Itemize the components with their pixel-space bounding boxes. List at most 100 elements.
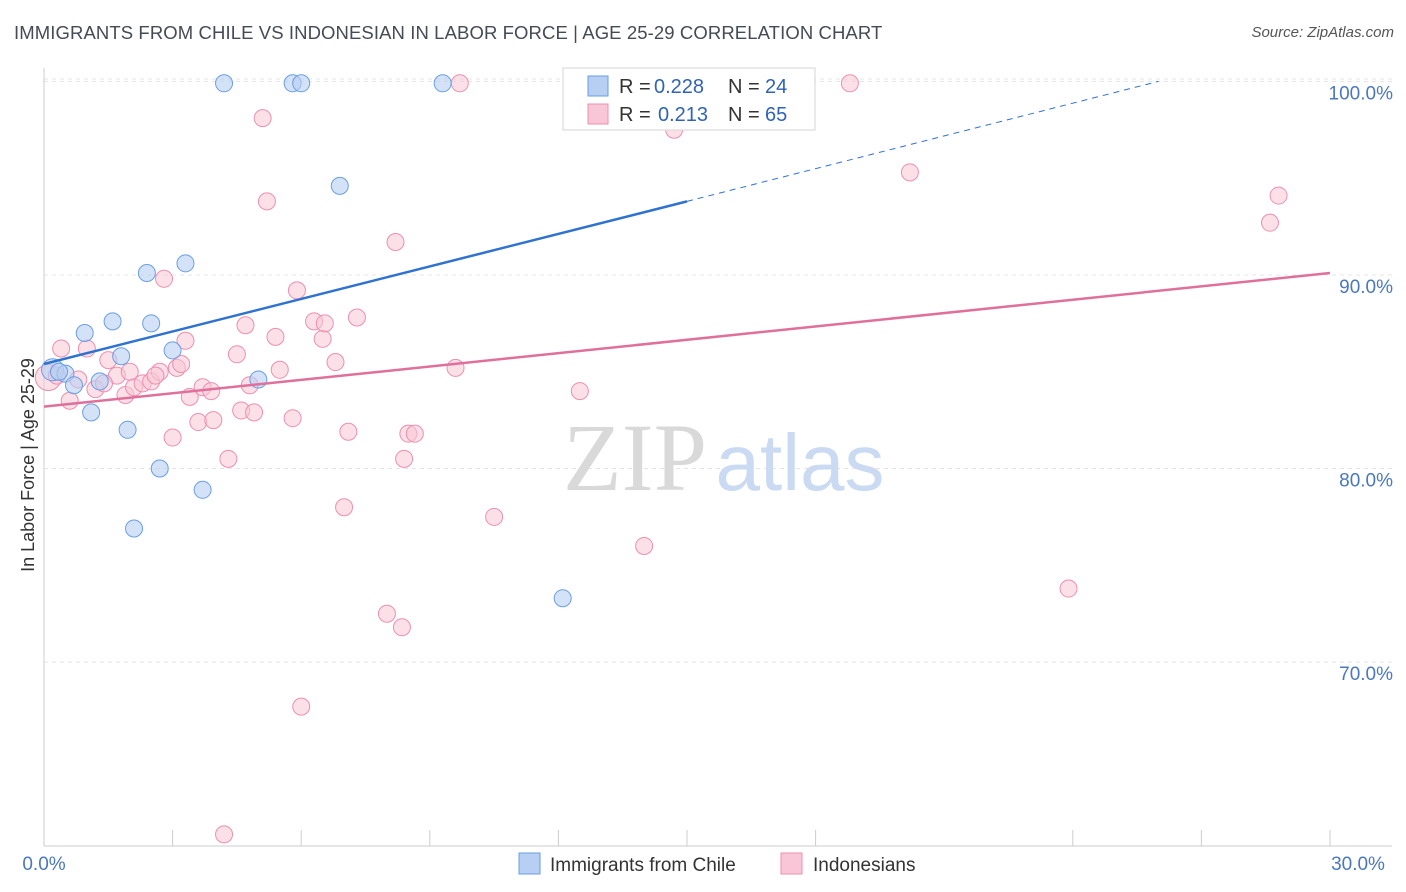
- indonesians-point: [189, 413, 208, 432]
- legend-indo-swatch: [587, 103, 609, 125]
- legend-chile-n-value: 24: [765, 76, 787, 98]
- legend-chile-r-label: R =: [619, 76, 651, 98]
- chile-point: [215, 74, 234, 93]
- bottom-legend-chile-swatch: [518, 852, 541, 875]
- watermark-atlas: atlas: [716, 418, 885, 507]
- indonesians-point: [1059, 579, 1078, 598]
- x-tick-label-0: 0.0%: [22, 854, 65, 875]
- chile-point: [176, 254, 195, 273]
- indonesians-point: [52, 339, 71, 358]
- indonesians-point: [176, 331, 195, 350]
- chile-point: [433, 74, 452, 93]
- chile-point: [65, 376, 84, 395]
- indonesians-point: [257, 192, 276, 211]
- chile-point: [125, 519, 144, 538]
- series-legend: Immigrants from Chile Indonesians: [518, 852, 915, 876]
- indonesians-point: [900, 163, 919, 182]
- indonesians-point: [204, 411, 223, 430]
- indonesians-point: [253, 109, 272, 128]
- indonesians-point: [60, 391, 79, 410]
- indonesians-point: [172, 354, 191, 373]
- indonesians-point: [120, 362, 139, 381]
- chile-point: [330, 176, 349, 195]
- indonesians-point: [392, 618, 411, 637]
- y-tick-labels: 70.0% 80.0% 90.0% 100.0%: [1329, 83, 1394, 685]
- indonesians-point: [347, 308, 366, 327]
- indonesians-point: [395, 449, 414, 468]
- indonesians-point: [287, 281, 306, 300]
- indonesians-point: [163, 428, 182, 447]
- indonesians-point: [1260, 213, 1279, 232]
- source-label: Source: ZipAtlas.com: [1251, 24, 1394, 41]
- indonesians-point: [1269, 186, 1288, 205]
- bottom-legend-indo-label: Indonesians: [813, 855, 915, 876]
- chile-trend-extension: [686, 80, 1159, 202]
- indonesians-point: [377, 604, 396, 623]
- indonesians-point: [283, 409, 302, 428]
- indonesians-trend-line: [43, 271, 1331, 408]
- chile-trend-line: [43, 200, 688, 366]
- gridlines: [44, 78, 1392, 663]
- x-tick-label-1: 30.0%: [1331, 854, 1385, 875]
- indonesians-point: [313, 329, 332, 348]
- chile-point: [163, 341, 182, 360]
- legend-chile-n-label: N =: [728, 76, 760, 98]
- y-axis-label: In Labor Force | Age 25-29: [18, 358, 38, 572]
- bottom-legend-chile-label: Immigrants from Chile: [550, 855, 736, 876]
- indonesians-point: [146, 366, 165, 385]
- indonesians-point: [339, 422, 358, 441]
- watermark-zip: ZIP: [563, 404, 707, 511]
- axes: [43, 68, 1392, 847]
- indonesians-point: [292, 697, 311, 716]
- y-tick-label-1: 80.0%: [1339, 471, 1393, 492]
- chart-title: IMMIGRANTS FROM CHILE VS INDONESIAN IN L…: [14, 22, 883, 43]
- chile-point: [150, 459, 169, 478]
- indonesians-point: [315, 314, 334, 333]
- chile-point: [137, 264, 156, 283]
- indonesians-point: [450, 74, 469, 93]
- indonesians-point: [202, 382, 221, 401]
- legend-chile-r-value: 0.228: [654, 76, 704, 98]
- bottom-legend-indo-swatch: [780, 852, 803, 875]
- indonesians-point: [266, 327, 285, 346]
- chile-point: [553, 589, 572, 608]
- chile-point: [142, 314, 161, 333]
- chile-point: [75, 324, 94, 343]
- indonesians-point: [386, 233, 405, 252]
- legend-indo-n-label: N =: [728, 104, 760, 126]
- chile-point: [193, 480, 212, 499]
- indonesians-point: [840, 74, 859, 93]
- chile-point: [292, 74, 311, 93]
- y-tick-label-3: 100.0%: [1329, 83, 1394, 104]
- legend-indo-r-label: R =: [619, 104, 651, 126]
- x-tick-labels: 0.0% 30.0%: [22, 854, 1385, 875]
- y-tick-label-0: 70.0%: [1339, 664, 1393, 685]
- indonesians-point: [635, 536, 654, 555]
- chile-points: [41, 74, 572, 608]
- indonesians-point: [485, 507, 504, 526]
- watermark: ZIP atlas: [563, 404, 884, 511]
- indonesians-point: [570, 382, 589, 401]
- legend-indo-r-value: 0.213: [658, 104, 708, 126]
- chile-point: [82, 403, 101, 422]
- indonesians-point: [236, 316, 255, 335]
- indonesians-point: [215, 825, 234, 844]
- indonesians-point: [326, 353, 345, 372]
- indonesians-point: [446, 358, 465, 377]
- indonesians-point: [155, 269, 174, 288]
- chile-point: [50, 362, 69, 381]
- chile-point: [103, 312, 122, 331]
- chile-point: [118, 420, 137, 439]
- chile-point: [112, 347, 131, 366]
- trend-lines: [43, 80, 1331, 408]
- indonesians-point: [270, 360, 289, 379]
- indonesians-point: [405, 424, 424, 443]
- legend-chile-swatch: [587, 75, 609, 97]
- chile-point: [90, 372, 109, 391]
- indonesians-point: [245, 403, 264, 422]
- indonesians-point: [227, 345, 246, 364]
- y-tick-label-2: 90.0%: [1339, 277, 1393, 298]
- legend-indo-n-value: 65: [765, 104, 787, 126]
- indonesians-point: [335, 498, 354, 517]
